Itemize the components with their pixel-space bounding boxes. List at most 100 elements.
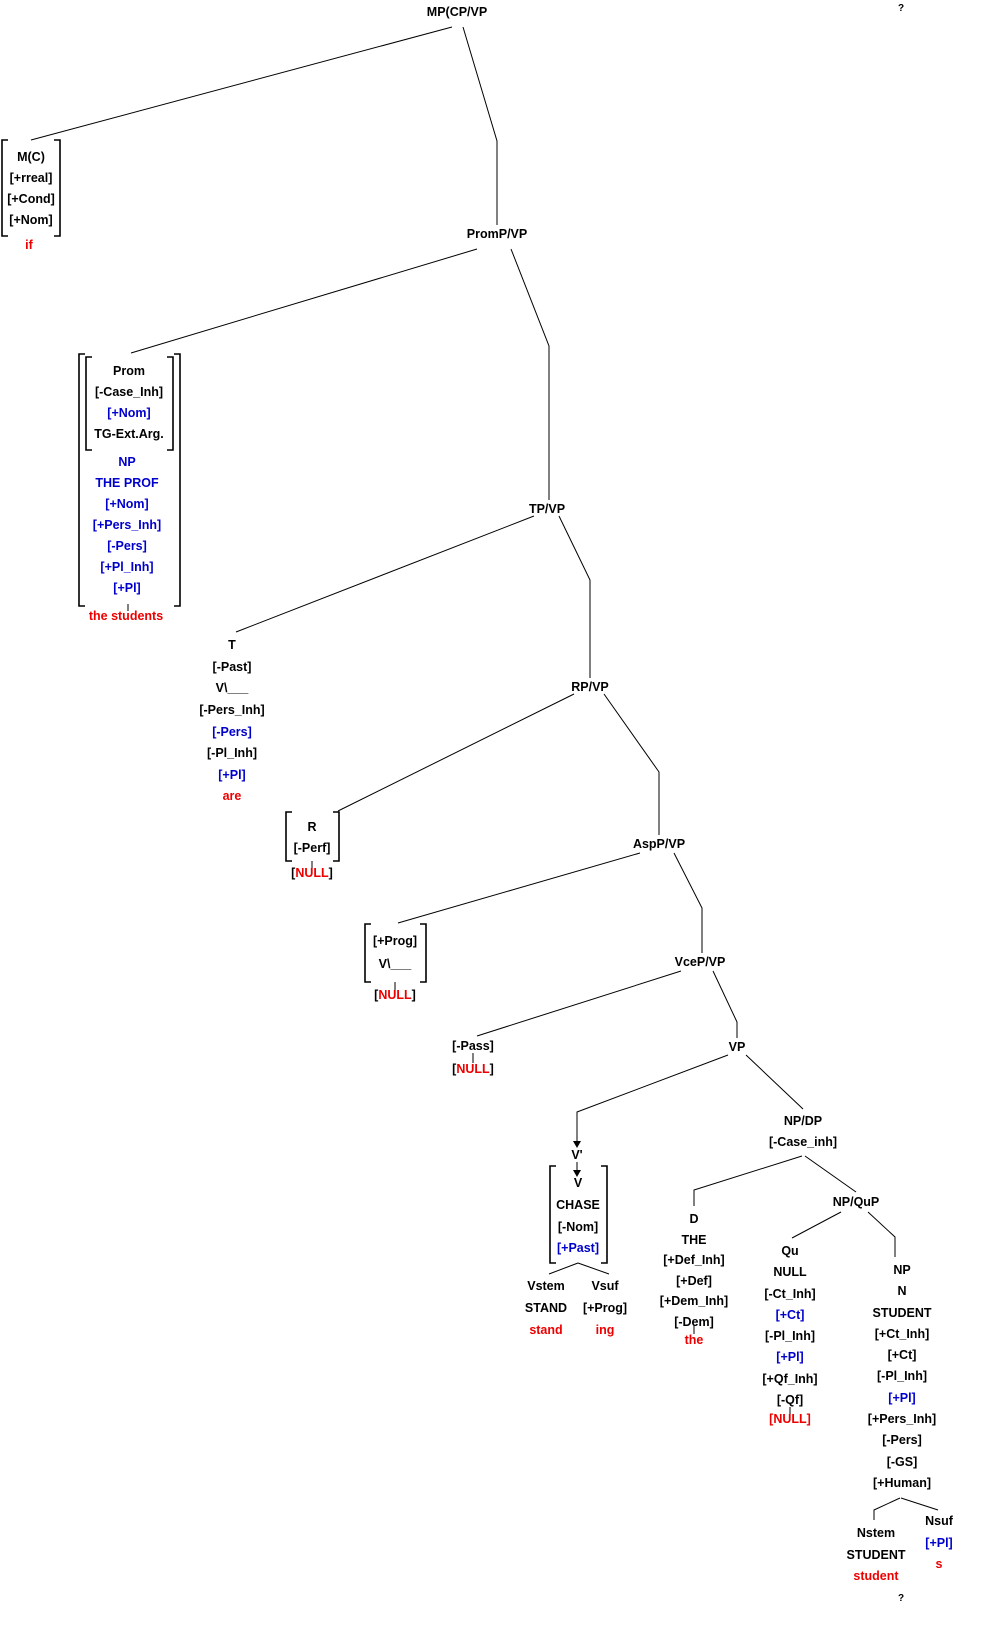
node-vp-label-line: VP [729,1040,746,1054]
node-qu-features-text: NULL [773,1265,807,1280]
feature-bracket-right [54,139,61,237]
node-d-features-line: [-Dem] [660,1312,728,1333]
node-d-features-line: [+Dem_Inh] [660,1291,728,1312]
node-tp-label: TP/VP [529,502,565,516]
node-np-qup-label-line: NP/QuP [833,1195,880,1209]
node-nsuf-text: Nsuf [925,1514,953,1528]
node-nsuf-text: [+Pl] [925,1535,953,1550]
node-vsuf-text: ing [595,1323,615,1337]
node-pass-feature-line: [-Pass] [452,1039,494,1053]
node-d-features-line: THE [660,1230,728,1251]
node-qu-features-line: [+Qf_Inh] [762,1369,817,1390]
branch-line [548,1262,579,1275]
node-n-features-text: [+Pers_Inh] [867,1412,937,1427]
node-root-label-line: MP(CP/VP [427,5,487,19]
node-asp-label-text: AspP/VP [632,837,686,851]
node-r-features-line: R [294,817,331,838]
node-d-features-text: [+Def] [676,1273,712,1288]
node-pass-null-text: [ [452,1062,457,1076]
lex-the-students: the students [89,609,163,623]
feature-bracket-left [85,356,92,451]
lex-the-students-text: the students [88,609,164,623]
node-np-dp-line: NP/DP [769,1111,837,1132]
node-vbar-label: V' [571,1149,582,1162]
node-qu-features-line: [-Pl_Inh] [762,1326,817,1347]
node-qu-features-line: Qu [762,1241,817,1262]
node-nstem-line: STUDENT [846,1545,905,1567]
node-prom-head-text: Prom [113,364,145,378]
node-r-features-line: [-Perf] [294,838,331,859]
node-v-features-line: CHASE [556,1195,600,1217]
node-prom-np-text: NP [118,455,136,469]
node-t-features-text: [-Pers_Inh] [199,703,265,718]
node-promp-label: PromP/VP [467,227,527,241]
node-nstem: Nstem STUDENT student [846,1523,905,1588]
node-t-features-line: [-Past] [199,657,264,679]
node-pass-null-line: [NULL] [452,1062,494,1076]
node-t-features-text: V\___ [215,681,249,696]
node-nstem-text: student [853,1569,899,1584]
lex-are-line: are [223,789,242,803]
node-prom-np-text: THE PROF [95,476,159,490]
node-qu-features-text: [+Pl] [776,1350,804,1365]
node-n-features-line: STUDENT [868,1303,936,1324]
node-d-features-text: [+Dem_Inh] [659,1294,729,1308]
lex-the: the [685,1333,704,1347]
node-t-features-line: [-Pers] [199,722,264,744]
node-prog-null: [NULL] [374,988,416,1002]
node-d-features-text: [+Def_Inh] [663,1253,725,1267]
node-tp-label-line: TP/VP [529,502,565,516]
node-rp-label: RP/VP [571,680,609,694]
node-n-features-line: [-GS] [868,1452,936,1473]
node-asp-label-line: AspP/VP [633,837,685,851]
node-d-features-text: [-Dem] [674,1314,714,1329]
node-n-features-text: [-Pl_Inh] [877,1369,927,1384]
node-qu-features-line: [-Ct_Inh] [762,1284,817,1305]
node-n-features: NP N STUDENT [+Ct_Inh] [+Ct] [-Pl_Inh] [+Pl] [+… [868,1260,936,1494]
branch-line [235,515,535,633]
node-m-c-features-line: M(C) [7,147,55,168]
node-vstem-line: Vstem [525,1275,567,1297]
node-vsuf-line: [+Prog] [583,1297,627,1319]
down-arrowhead [573,1141,581,1148]
node-vce-label: VceP/VP [675,955,726,969]
node-prog-features-text: V\___ [378,957,412,971]
node-asp-label: AspP/VP [633,837,685,851]
feature-bracket-left [285,811,292,862]
node-np-dp-line: [-Case_inh] [769,1132,837,1153]
node-n-features-text: [+Ct_Inh] [874,1326,930,1341]
node-pass-null-text: ] [489,1062,494,1076]
node-v-features-line: [+Past] [556,1238,600,1260]
node-prog-null-text: NULL [378,988,412,1002]
node-v-features-text: CHASE [556,1197,600,1212]
node-r-null-text: ] [328,866,333,880]
node-vstem-line: STAND [525,1297,567,1319]
node-vstem-line: stand [525,1319,567,1341]
node-prom-np-text: [+Nom] [105,497,149,511]
node-qu-features-text: [-Qf] [776,1393,804,1408]
node-pass-feature: [-Pass] [452,1039,494,1053]
node-qu-features-text: [+Qf_Inh] [762,1371,818,1386]
node-np-dp-text: [-Case_inh] [768,1135,838,1149]
node-d-features-line: [+Def] [660,1271,728,1292]
node-qu-features-line: [+Ct] [762,1305,817,1326]
node-n-features-line: [-Pl_Inh] [868,1366,936,1387]
node-vsuf-line: Vsuf [583,1275,627,1297]
lex-if: if [25,238,33,252]
node-np-qup-label-text: NP/QuP [832,1195,880,1209]
node-vsuf-line: ing [583,1319,627,1341]
node-m-c-features-text: M(C) [17,150,45,164]
node-rp-label-line: RP/VP [571,680,609,694]
node-prom-head-line: [-Case_Inh] [94,382,163,403]
page-corner-mark-top: ? [898,3,905,14]
branch-line [30,26,453,141]
node-n-features-text: [+Ct] [887,1348,917,1363]
feature-bracket-left [549,1165,556,1264]
node-prom-head-line: Prom [94,361,163,382]
node-vstem-text: stand [529,1323,563,1337]
feature-bracket-right [601,1165,608,1264]
node-n-features-line: N [868,1281,936,1302]
node-n-features-text: [+Human] [873,1475,931,1490]
node-prog-null-line: [NULL] [374,988,416,1002]
